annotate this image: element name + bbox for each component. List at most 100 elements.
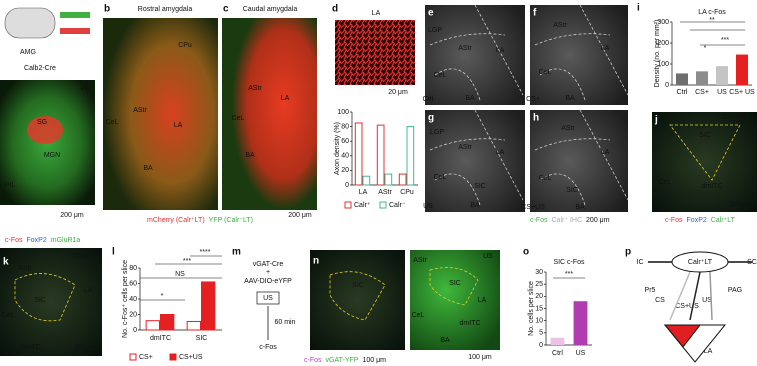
y-tick-label: 80 [129, 265, 137, 272]
y-tick-label: 30 [535, 269, 543, 276]
y-axis-label: Density (no. per mm²) [654, 20, 661, 88]
legend-swatch [169, 353, 177, 361]
micrograph [103, 18, 218, 210]
region-label: PIL [5, 182, 16, 189]
region-label: PAG [728, 287, 742, 294]
panel-letter: o [523, 247, 529, 258]
x-tick-label: CS+ US [729, 89, 755, 96]
construct-green [60, 12, 90, 18]
sic-outline [14, 273, 76, 322]
region-label: vGAT-Cre [253, 261, 284, 268]
panel-title: LA [372, 10, 381, 17]
region-label: dmITC [20, 344, 41, 351]
y-tick-label: 300 [657, 19, 669, 26]
us-box [256, 291, 280, 305]
caption: mCherry (Calr⁺LT) YFP (Calr⁻LT) [147, 217, 253, 224]
region-label: 50 μm [730, 201, 750, 208]
region-label: CeL [412, 312, 425, 319]
bar [362, 175, 371, 186]
region-label: LA [174, 122, 183, 129]
y-tick-label: 15 [535, 305, 543, 312]
y-tick-label: 20 [129, 311, 137, 318]
region-label: LA [84, 287, 93, 294]
bar [145, 320, 160, 331]
region-label: c-Fos [259, 344, 277, 351]
caption-part: mGluR1a [51, 237, 81, 244]
region-outline [534, 4, 629, 101]
micrograph [530, 110, 628, 212]
y-axis-label: Axon density (%) [334, 122, 341, 175]
x-tick-label: LA [359, 189, 368, 196]
region-label: LA [704, 348, 713, 355]
caption-part: mCherry (Calr⁺LT) [147, 217, 205, 224]
significance-label: ** [709, 17, 715, 24]
bar [696, 71, 708, 85]
region-label: Inj. [80, 85, 89, 92]
region-label: CS+ [526, 96, 540, 103]
significance-label: *** [183, 258, 191, 265]
y-tick-label: 60 [129, 280, 137, 287]
x-tick-label: CS+ [695, 89, 709, 96]
panel-letter: n [313, 256, 319, 267]
significance-label: *** [565, 271, 573, 278]
region-label: CeL [434, 174, 447, 181]
arrow [709, 271, 713, 321]
region-label: LA [601, 45, 610, 52]
caption-part: c-Fos [5, 237, 23, 244]
bar [716, 66, 728, 85]
region-label: BA [245, 152, 255, 159]
caption-part: FoxP2 [687, 217, 707, 224]
y-tick-label: 80 [341, 123, 349, 130]
y-tick-label: 10 [535, 318, 543, 325]
region-label: US [423, 203, 433, 210]
region-label: AStr [133, 107, 147, 114]
region-label: LA [496, 149, 505, 156]
region-label: AStr [553, 22, 567, 29]
region-label: CeL [539, 69, 552, 76]
legend-swatch [379, 201, 387, 209]
region-label: dmITC [702, 183, 723, 190]
bar [160, 314, 175, 331]
region-label: Ctrl [423, 96, 434, 103]
bar [406, 126, 415, 186]
bar [354, 122, 363, 186]
y-tick-label: 40 [341, 153, 349, 160]
region-label: US [483, 253, 493, 260]
region-label: CeL [434, 72, 447, 79]
region-label: BA [465, 95, 475, 102]
bar [573, 301, 588, 345]
y-tick-label: 5 [539, 330, 543, 337]
region-label: SIC [352, 282, 364, 289]
region-label: LA [601, 149, 610, 156]
region-label: LGP [428, 27, 442, 34]
y-tick-label: 100 [337, 109, 349, 116]
panel-letter: d [332, 4, 338, 15]
panel-letter: i [637, 3, 640, 14]
region-label: 50 μm [75, 344, 95, 351]
panel-letter: h [533, 113, 539, 124]
region-label: Pr5 [645, 287, 656, 294]
micrograph [425, 5, 525, 105]
y-tick-label: 0 [539, 342, 543, 349]
region-outline [429, 109, 524, 206]
region-label: IC [637, 259, 644, 266]
y-axis-label: No. cells per slice [528, 281, 535, 336]
caption: c-Fos vGAT-YFP 100 μm [304, 357, 386, 364]
y-tick-label: 0 [345, 182, 349, 189]
panel-title: Caudal amygdala [243, 6, 298, 13]
region-label: CeL [2, 312, 15, 319]
region-label: US [702, 297, 712, 304]
significance-label: * [161, 293, 164, 300]
micrograph [310, 250, 405, 350]
region-label: SIC [449, 280, 461, 287]
y-tick-label: 20 [341, 167, 349, 174]
bar [676, 73, 688, 85]
micrograph [0, 248, 102, 356]
legend-label: CS+ [139, 354, 153, 361]
legend-label: CS+US [179, 354, 203, 361]
panel-letter: k [3, 257, 9, 268]
region-label: BA [470, 202, 480, 209]
y-tick-label: 0 [665, 82, 669, 89]
significance-label: * [704, 45, 707, 52]
region-label: BA [440, 337, 450, 344]
